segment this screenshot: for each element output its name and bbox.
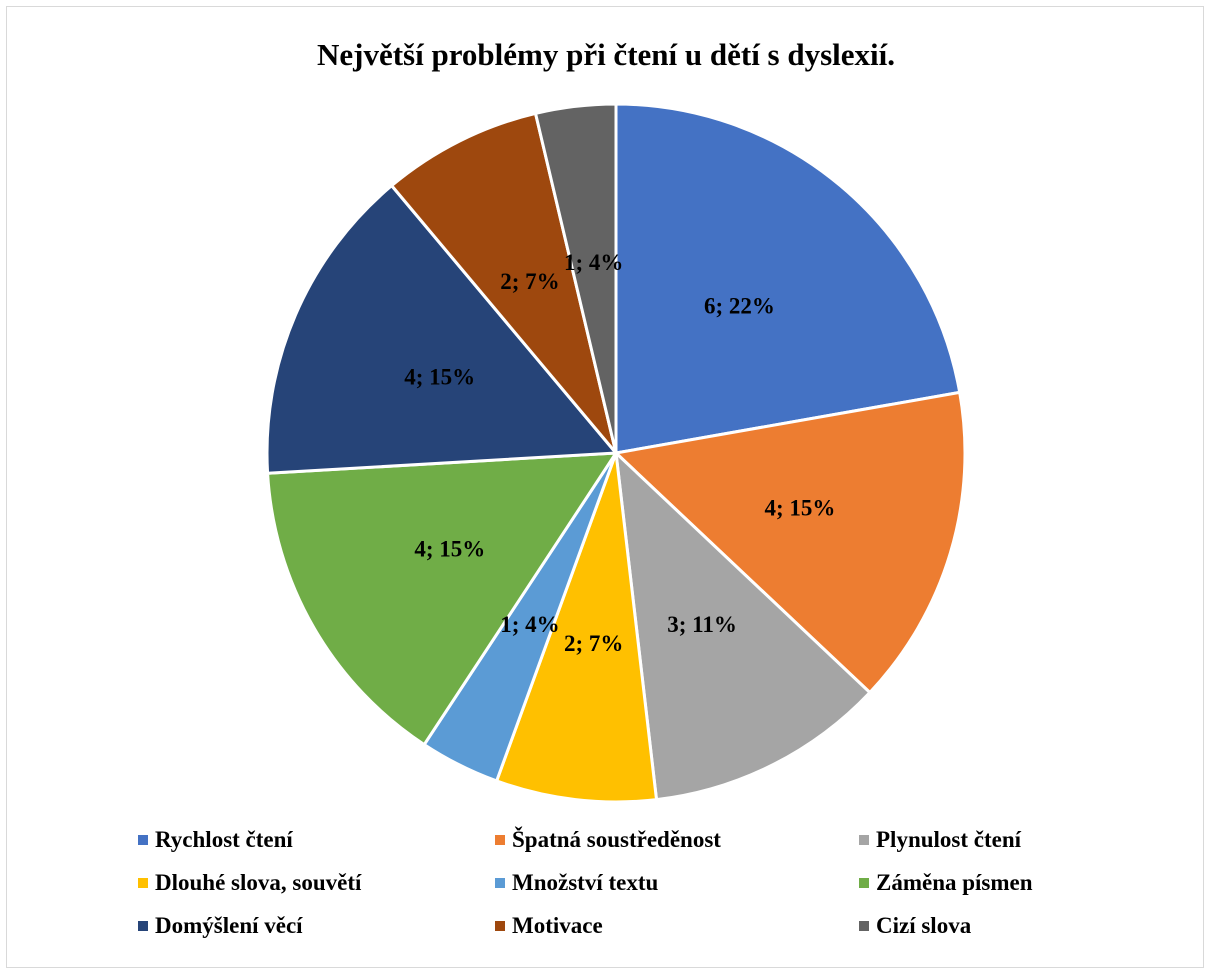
legend-label: Záměna písmen <box>876 869 1033 895</box>
pie-slice <box>266 451 619 747</box>
legend-item: Cizí slova <box>859 904 1118 947</box>
data-label: 1; 4% <box>500 612 559 637</box>
legend-swatch <box>495 877 505 888</box>
legend-swatch <box>495 834 505 845</box>
legend-label: Špatná soustředěnost <box>512 826 721 852</box>
legend-swatch <box>138 920 148 931</box>
legend-label: Rychlost čtení <box>155 826 293 852</box>
legend-item: Domýšlení věcí <box>138 904 495 947</box>
legend-label: Motivace <box>512 912 603 938</box>
data-label: 2; 7% <box>500 269 559 294</box>
pie-slice <box>614 102 962 455</box>
legend-item: Množství textu <box>495 861 859 904</box>
legend-item: Špatná soustředěnost <box>495 818 859 861</box>
legend-item: Záměna písmen <box>859 861 1118 904</box>
legend-item: Rychlost čtení <box>138 818 495 861</box>
chart-title: Největší problémy při čtení u dětí s dys… <box>316 37 896 72</box>
data-label: 1; 4% <box>564 250 623 275</box>
pie-slice <box>533 102 618 454</box>
chart-legend: Rychlost čtení Špatná soustředěnost Plynul… <box>138 818 1118 947</box>
legend-item: Plynulost čtení <box>859 818 1118 861</box>
legend-label: Domýšlení věcí <box>155 912 303 938</box>
legend-item: Motivace <box>495 904 859 947</box>
data-label: 4; 15% <box>414 537 485 562</box>
legend-label: Cizí slova <box>876 912 972 938</box>
legend-label: Plynulost čtení <box>876 826 1022 852</box>
data-label: 4; 15% <box>404 365 475 390</box>
pie-slice <box>389 111 618 454</box>
data-label: 4; 15% <box>764 496 835 521</box>
legend-swatch <box>495 920 505 931</box>
legend-label: Dlouhé slova, souvětí <box>155 869 362 895</box>
pie-slice <box>614 449 872 802</box>
data-label: 3; 11% <box>667 612 737 637</box>
pie-slice <box>265 183 620 475</box>
legend-label: Množství textu <box>512 869 659 895</box>
legend-item: Dlouhé slova, souvětí <box>138 861 495 904</box>
legend-swatch <box>138 877 148 888</box>
pie-slice <box>612 390 967 695</box>
legend-swatch <box>859 834 869 845</box>
legend-swatch <box>859 877 869 888</box>
legend-swatch <box>138 834 148 845</box>
data-label: 2; 7% <box>564 631 623 656</box>
data-label: 6; 22% <box>704 294 775 319</box>
pie-slice <box>494 452 659 804</box>
legend-swatch <box>859 920 869 931</box>
